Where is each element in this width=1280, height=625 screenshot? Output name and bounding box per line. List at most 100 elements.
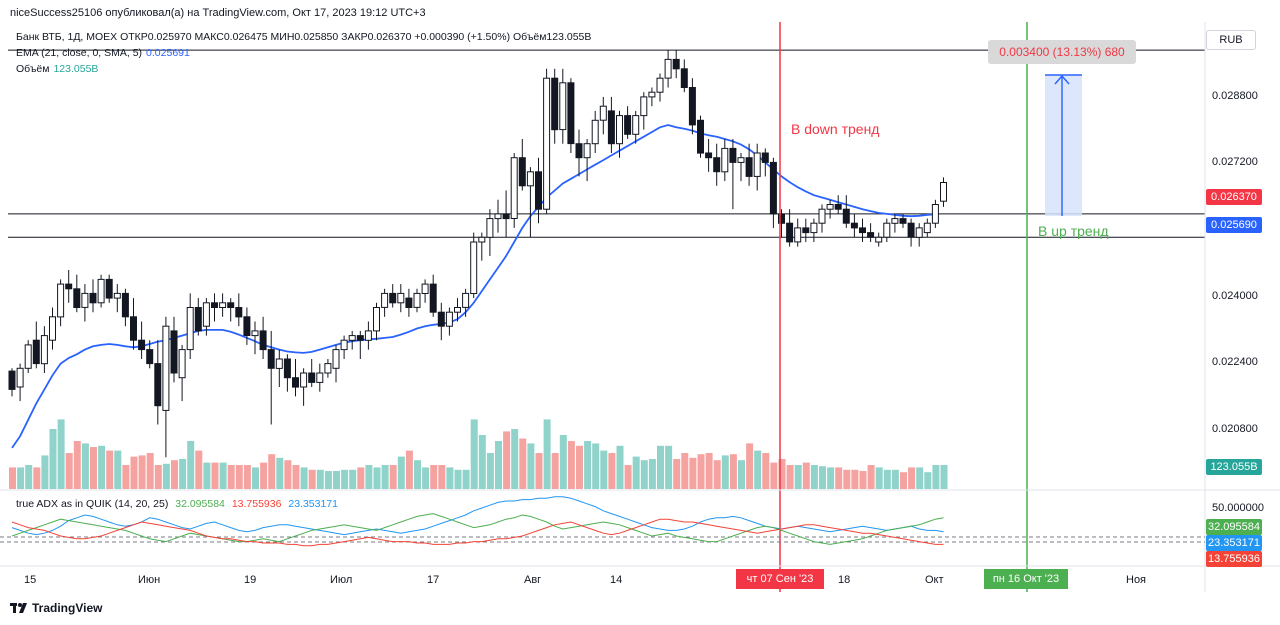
candle-up: [737, 157, 745, 163]
volume-bar: [559, 435, 567, 489]
volume-bar: [794, 465, 802, 489]
volume-bar: [235, 465, 243, 489]
candle-up: [721, 147, 729, 173]
measure-arrow-head: [1054, 74, 1070, 85]
candle-up: [470, 241, 478, 294]
price-tick: 0.028800: [1212, 90, 1258, 102]
candle-up: [316, 372, 324, 383]
volume-bar: [770, 462, 778, 489]
volume-bar: [138, 455, 146, 489]
volume-bar: [648, 459, 656, 489]
candle-down: [705, 152, 713, 159]
volume-bar: [916, 467, 924, 489]
candle-up: [219, 302, 227, 308]
time-label: Ноя: [1126, 574, 1147, 586]
volume-bar: [762, 453, 770, 489]
horizontal-levels[interactable]: [8, 49, 1205, 238]
candle-up: [486, 218, 494, 238]
volume-bar: [65, 453, 73, 489]
volume-bar: [33, 467, 41, 489]
down-trend-label[interactable]: В down тренд: [791, 121, 880, 137]
volume-bar: [365, 465, 373, 489]
measure-area[interactable]: [1045, 75, 1082, 216]
candle-down: [713, 157, 721, 173]
volume-bar: [357, 467, 365, 489]
candle-up: [445, 311, 453, 327]
candle-down: [283, 358, 291, 379]
ema-legend[interactable]: EMA (21, close, 0, SMA, 5) 0.025691: [16, 46, 194, 60]
time-label: Авг: [524, 574, 542, 586]
candle-down: [292, 377, 299, 388]
ema-legend-label: EMA (21, close, 0, SMA, 5): [16, 47, 143, 59]
volume-bar: [114, 450, 122, 489]
volume-bar: [389, 465, 397, 489]
candle-down: [672, 58, 680, 70]
tradingview-logo[interactable]: TradingView: [10, 601, 102, 615]
currency-button[interactable]: RUB: [1206, 30, 1256, 50]
candle-down: [688, 87, 696, 126]
symbol-legend[interactable]: Банк ВТБ, 1Д, MOEX ОТКР0.025970 МАКС0.02…: [16, 31, 592, 43]
measure-label[interactable]: 0.003400 (13.13%) 680: [988, 40, 1136, 64]
volume-bar: [835, 467, 843, 489]
candle-down: [243, 316, 251, 336]
volume-tag: 123.055B: [1206, 459, 1262, 475]
volume-bar: [729, 454, 737, 489]
volume-bar: [324, 471, 332, 489]
volume-bar: [851, 469, 859, 489]
candle-up: [162, 325, 170, 411]
candle-up: [49, 316, 56, 341]
candle-up: [940, 182, 947, 202]
candle-down: [235, 307, 243, 318]
volume-bar: [308, 469, 316, 489]
candle-up: [275, 358, 283, 369]
volume-bar: [405, 450, 413, 489]
tradingview-logo-icon: [10, 602, 27, 613]
candle-down: [32, 339, 40, 365]
candle-up: [40, 335, 48, 365]
up-trend-label[interactable]: В up тренд: [1038, 223, 1109, 239]
volume-bar: [843, 469, 851, 489]
volume-legend[interactable]: Объём 123.055B: [16, 62, 102, 76]
volume-bar: [81, 443, 89, 489]
volume-bar: [349, 469, 357, 489]
volume-bar: [276, 457, 284, 489]
candle-down: [73, 288, 81, 308]
volume-bar: [98, 445, 106, 489]
volume-bar: [697, 454, 705, 489]
volume-bar: [162, 463, 170, 489]
time-label: Июл: [330, 574, 353, 586]
volume-bar: [495, 441, 502, 489]
candle-down: [907, 222, 915, 238]
volume-bar: [511, 429, 519, 489]
candle-up: [616, 115, 623, 145]
volume-bar: [503, 431, 511, 489]
candle-down: [211, 302, 218, 308]
time-label: 15: [24, 574, 37, 586]
volume-bar: [616, 445, 624, 489]
candle-up: [421, 283, 429, 295]
volume-bar: [422, 467, 430, 489]
indicator-value-1: 32.095584: [175, 498, 225, 510]
volume-bar: [689, 457, 697, 489]
candle-down: [518, 157, 526, 187]
candle-up: [510, 157, 518, 219]
volume-bar: [187, 441, 195, 489]
date-tag-down: чт 07 Сен '23: [736, 569, 824, 589]
candle-up: [494, 213, 502, 220]
indicator-legend[interactable]: true ADX as in QUIK (14, 20, 25) 32.0955…: [16, 497, 342, 511]
volume-bar: [519, 438, 527, 489]
volume-bar: [657, 445, 664, 489]
volume-bar: [940, 465, 948, 489]
indicator-label: true ADX as in QUIK (14, 20, 25): [16, 498, 169, 510]
candle-up: [923, 222, 931, 234]
candle-up: [178, 349, 186, 379]
volume-bar: [195, 450, 203, 489]
candle-up: [113, 292, 121, 299]
candles: [8, 50, 947, 458]
volume-bar: [673, 459, 681, 489]
volume-bar: [535, 453, 543, 489]
time-label: 19: [244, 574, 257, 586]
volume-bar: [754, 450, 762, 489]
candle-up: [373, 307, 380, 332]
